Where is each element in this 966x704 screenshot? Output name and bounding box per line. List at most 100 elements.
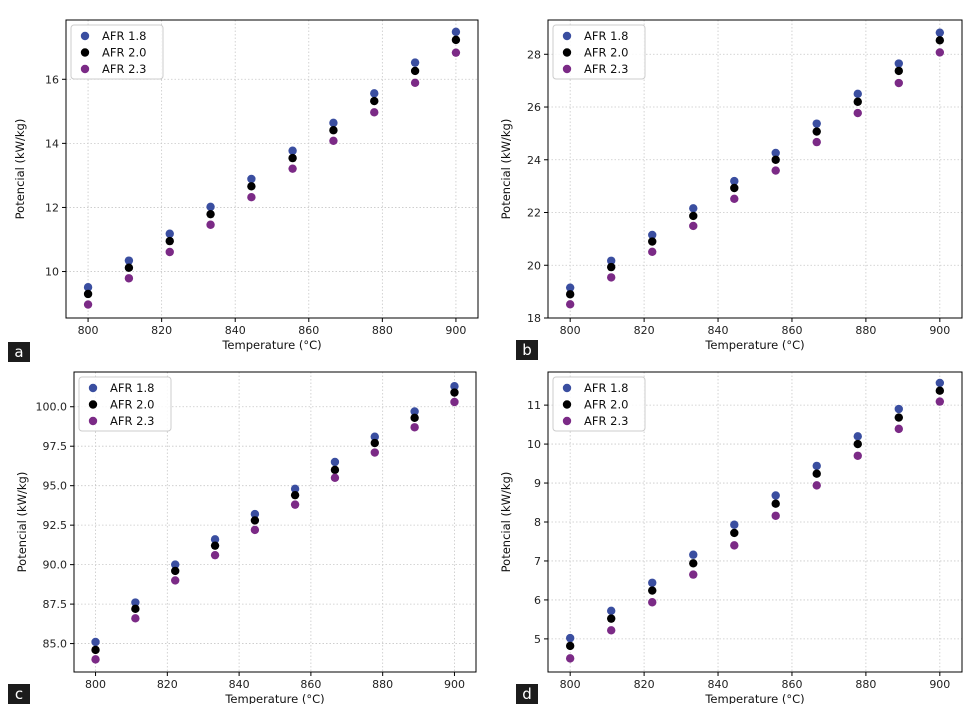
data-point — [206, 209, 215, 219]
data-point — [730, 194, 739, 203]
data-point — [607, 273, 616, 282]
y-tick-label: 24 — [527, 154, 541, 167]
legend-label: AFR 1.8 — [584, 381, 628, 395]
data-point — [730, 520, 739, 529]
data-point — [330, 465, 340, 475]
data-point — [410, 407, 419, 416]
x-tick-label: 860 — [298, 324, 319, 337]
data-point — [565, 290, 575, 299]
data-point — [171, 566, 180, 576]
data-point — [124, 256, 134, 265]
y-tick-label: 95.0 — [43, 480, 68, 493]
chart-a-svg: 800 820 840 860 880 900 10 12 14 16 Temperature (°… — [13, 19, 479, 352]
y-tick-label: 18 — [527, 312, 541, 325]
data-point — [288, 164, 297, 173]
data-point — [607, 606, 616, 616]
y-tick-label: 10 — [45, 266, 59, 279]
data-point — [171, 576, 180, 585]
data-point — [370, 438, 379, 448]
chart-b-svg: 800 820 840 860 880 900 18 20 22 24 26 28 Temperatur… — [499, 19, 963, 352]
data-point — [607, 614, 616, 623]
panel-label-a: a — [8, 342, 30, 362]
y-tick-label: 10 — [527, 438, 541, 451]
legend-box — [78, 376, 172, 432]
legend-label: AFR 2.0 — [584, 398, 628, 412]
y-tick-label: 28 — [527, 48, 541, 61]
y-tick-label: 22 — [527, 207, 541, 220]
data-point — [648, 237, 657, 246]
data-point — [565, 300, 575, 309]
data-point — [210, 550, 220, 560]
legend-box — [552, 24, 646, 80]
data-point — [607, 626, 616, 635]
data-point — [894, 413, 903, 422]
x-tick-label: 840 — [708, 678, 729, 691]
x-tick-label: 820 — [634, 324, 655, 337]
chart-panel-a: 800 820 840 860 880 900 10 12 14 16 Temperature (°… — [0, 0, 480, 352]
legend-marker — [562, 64, 572, 74]
y-tick-label: 7 — [534, 555, 541, 568]
data-point — [250, 525, 260, 535]
data-point — [410, 413, 419, 422]
data-point — [288, 153, 297, 163]
legend-label: AFR 2.3 — [102, 62, 146, 76]
x-tick-label: 800 — [560, 324, 581, 337]
legend-label: AFR 2.0 — [584, 46, 628, 60]
data-point — [648, 247, 657, 257]
data-point — [853, 97, 862, 106]
data-point — [290, 500, 300, 509]
data-point — [370, 89, 379, 98]
legend-marker — [562, 48, 572, 57]
plot-frame — [547, 19, 963, 319]
data-point — [206, 202, 215, 212]
data-point — [370, 96, 379, 106]
data-point — [853, 439, 862, 449]
data-point — [935, 36, 945, 45]
x-tick-label: 840 — [229, 678, 250, 691]
data-point — [730, 176, 739, 186]
y-tick-label: 5 — [534, 633, 541, 646]
x-tick-label: 900 — [929, 324, 950, 337]
legend-marker — [88, 416, 98, 426]
legend-label: AFR 1.8 — [110, 381, 154, 395]
data-point — [131, 604, 140, 614]
data-point — [83, 289, 93, 299]
data-point — [329, 136, 338, 146]
data-point — [171, 560, 180, 569]
data-point — [648, 598, 657, 607]
data-point — [250, 509, 260, 519]
y-tick-label: 11 — [527, 399, 541, 412]
y-tick-label: 14 — [45, 137, 59, 150]
x-tick-label: 880 — [372, 678, 393, 691]
data-point — [410, 58, 420, 67]
y-tick-label: 9 — [534, 477, 541, 490]
panel-label-c: c — [8, 684, 30, 704]
data-point — [648, 230, 657, 240]
y-tick-label: 100.0 — [36, 401, 68, 414]
data-point — [290, 490, 300, 500]
data-point — [853, 108, 862, 118]
data-point — [894, 78, 903, 88]
data-point — [247, 182, 256, 191]
x-tick-label: 880 — [855, 324, 876, 337]
data-point — [410, 66, 420, 76]
data-point — [165, 247, 174, 257]
legend-box — [70, 24, 164, 80]
legend-label: AFR 2.3 — [110, 414, 154, 428]
data-point — [247, 174, 256, 184]
data-point — [329, 126, 338, 135]
data-point — [83, 300, 93, 309]
y-tick-label: 85.0 — [43, 638, 68, 651]
data-point — [370, 108, 379, 117]
chart-c-svg: 800 820 840 860 880 900 85.0 87.5 90.0 92.5 95.0 97… — [15, 371, 477, 704]
data-point — [607, 256, 616, 265]
y-tick-label: 97.5 — [43, 440, 68, 453]
data-point — [124, 274, 134, 283]
data-point — [450, 388, 459, 397]
chart-panel-b: 800 820 840 860 880 900 18 20 22 24 26 28 Temperatur… — [486, 0, 966, 352]
legend-marker — [562, 383, 572, 393]
data-point — [210, 535, 220, 544]
data-point — [565, 283, 575, 292]
data-point — [812, 481, 821, 490]
data-point — [935, 28, 945, 37]
